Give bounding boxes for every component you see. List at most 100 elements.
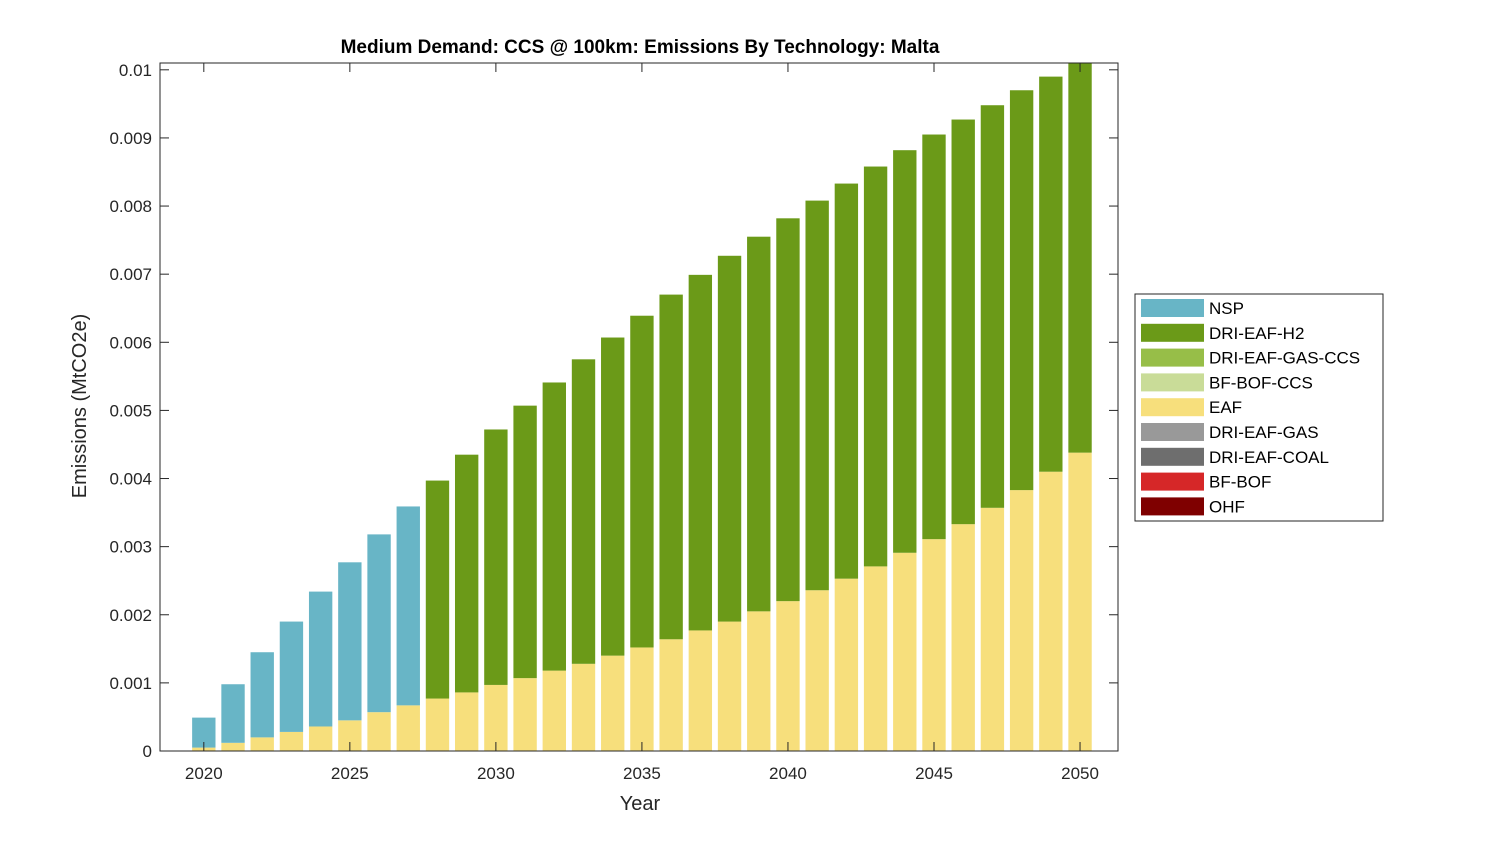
chart-title: Medium Demand: CCS @ 100km: Emissions By… <box>341 37 940 58</box>
bar-eaf-2021 <box>221 742 245 751</box>
legend-swatch-dri-eaf-h2 <box>1141 323 1204 342</box>
bar-eaf-2027 <box>396 705 420 751</box>
legend-swatch-bf-bof-ccs <box>1141 373 1204 392</box>
bar-eaf-2036 <box>659 639 683 751</box>
bar-dri-eaf-h2-2041 <box>805 200 829 591</box>
bar-dri-eaf-h2-2030 <box>484 429 508 685</box>
bar-dri-eaf-h2-2039 <box>747 236 771 612</box>
legend-label-dri-eaf-coal: DRI-EAF-COAL <box>1209 448 1329 467</box>
bar-nsp-2026 <box>367 534 391 713</box>
legend-label-bf-bof: BF-BOF <box>1209 473 1271 492</box>
bar-eaf-2037 <box>688 630 713 751</box>
bar-dri-eaf-h2-2037 <box>688 274 713 631</box>
legend-label-dri-eaf-gas: DRI-EAF-GAS <box>1209 423 1319 442</box>
bar-eaf-2041 <box>805 590 829 751</box>
y-tick-label: 0 <box>143 742 152 761</box>
bar-eaf-2039 <box>747 611 771 751</box>
legend-label-bf-bof-ccs: BF-BOF-CCS <box>1209 373 1313 392</box>
bar-nsp-2024 <box>308 591 333 727</box>
legend-swatch-ohf <box>1141 497 1204 516</box>
y-tick-label: 0.008 <box>109 197 152 216</box>
y-tick-label: 0.006 <box>109 333 152 352</box>
bar-dri-eaf-h2-2047 <box>980 105 1005 508</box>
bar-nsp-2023 <box>279 621 304 732</box>
bar-eaf-2024 <box>308 726 333 751</box>
bar-dri-eaf-h2-2043 <box>863 166 888 567</box>
legend-swatch-dri-eaf-gas-ccs <box>1141 348 1204 367</box>
bar-dri-eaf-h2-2050 <box>1068 63 1092 453</box>
legend-label-ohf: OHF <box>1209 497 1245 516</box>
bar-eaf-2049 <box>1039 471 1063 751</box>
bar-eaf-2042 <box>834 578 859 751</box>
bar-dri-eaf-h2-2038 <box>717 255 742 622</box>
bar-nsp-2027 <box>396 506 420 706</box>
bar-nsp-2021 <box>221 684 245 743</box>
bar-eaf-2050 <box>1068 452 1092 751</box>
bar-eaf-2044 <box>893 552 917 751</box>
x-tick-label: 2025 <box>331 764 369 783</box>
legend: NSP DRI-EAF-H2 DRI-EAF-GAS-CCS BF-BOF-CCS EA… <box>1134 293 1384 522</box>
bar-dri-eaf-h2-2046 <box>951 119 975 525</box>
legend-label-dri-eaf-h2: DRI-EAF-H2 <box>1209 324 1304 343</box>
x-axis-title: Year <box>620 793 661 815</box>
bar-eaf-2029 <box>454 692 479 751</box>
x-tick-label: 2030 <box>477 764 515 783</box>
legend-swatch-dri-eaf-coal <box>1141 447 1204 466</box>
bar-eaf-2043 <box>863 566 888 751</box>
bar-nsp-2022 <box>250 652 274 738</box>
bar-eaf-2031 <box>513 678 537 751</box>
y-tick-label: 0.004 <box>109 470 152 489</box>
y-tick-label: 0.01 <box>119 61 152 80</box>
bar-eaf-2025 <box>338 720 362 751</box>
bar-eaf-2032 <box>542 670 566 751</box>
y-tick-label: 0.003 <box>109 538 152 557</box>
bar-eaf-2047 <box>980 507 1005 751</box>
bar-nsp-2020 <box>192 717 216 748</box>
bar-eaf-2048 <box>1009 490 1034 751</box>
y-axis-title: Emissions (MtCO2e) <box>69 314 91 498</box>
legend-swatch-nsp <box>1141 299 1204 317</box>
bar-eaf-2033 <box>571 663 596 751</box>
bar-dri-eaf-h2-2031 <box>513 405 537 679</box>
x-tick-label: 2050 <box>1061 764 1099 783</box>
bar-dri-eaf-h2-2034 <box>601 337 625 656</box>
bar-eaf-2028 <box>425 698 450 751</box>
bar-dri-eaf-h2-2035 <box>630 315 654 648</box>
plot-frame <box>159 62 1119 752</box>
x-tick-label: 2045 <box>915 764 953 783</box>
bars-layer <box>192 63 1092 751</box>
bar-eaf-2040 <box>776 601 800 751</box>
bar-dri-eaf-h2-2042 <box>834 183 859 579</box>
bar-eaf-2034 <box>601 655 625 751</box>
bar-eaf-2046 <box>951 524 975 751</box>
x-tick-label: 2020 <box>185 764 223 783</box>
y-tick-label: 0.009 <box>109 129 152 148</box>
bar-dri-eaf-h2-2049 <box>1039 76 1063 472</box>
bar-eaf-2038 <box>717 621 742 751</box>
bar-dri-eaf-h2-2036 <box>659 294 683 640</box>
bar-eaf-2023 <box>279 731 304 751</box>
bar-dri-eaf-h2-2028 <box>425 480 450 699</box>
bar-eaf-2045 <box>922 539 946 751</box>
x-tick-label: 2040 <box>769 764 807 783</box>
bar-eaf-2026 <box>367 712 391 751</box>
bar-dri-eaf-h2-2032 <box>542 382 566 671</box>
legend-swatch-bf-bof <box>1141 472 1204 491</box>
bar-dri-eaf-h2-2033 <box>571 359 596 664</box>
legend-swatch-dri-eaf-gas <box>1141 423 1204 441</box>
bar-dri-eaf-h2-2029 <box>454 454 479 693</box>
bar-dri-eaf-h2-2040 <box>776 218 800 602</box>
bar-dri-eaf-h2-2048 <box>1009 90 1034 491</box>
legend-label-eaf: EAF <box>1209 398 1242 417</box>
bar-eaf-2022 <box>250 737 274 751</box>
bar-dri-eaf-h2-2044 <box>893 150 917 553</box>
legend-label-dri-eaf-gas-ccs: DRI-EAF-GAS-CCS <box>1209 349 1360 368</box>
y-tick-label: 0.007 <box>109 265 152 284</box>
y-tick-label: 0.001 <box>109 674 152 693</box>
axes-layer: 0 0.001 0.002 0.003 0.004 0.005 0.006 0.007 0.00… <box>109 61 1119 783</box>
x-tick-label: 2035 <box>623 764 661 783</box>
y-tick-label: 0.005 <box>109 401 152 420</box>
bar-eaf-2030 <box>484 684 508 751</box>
bar-nsp-2025 <box>338 562 362 721</box>
